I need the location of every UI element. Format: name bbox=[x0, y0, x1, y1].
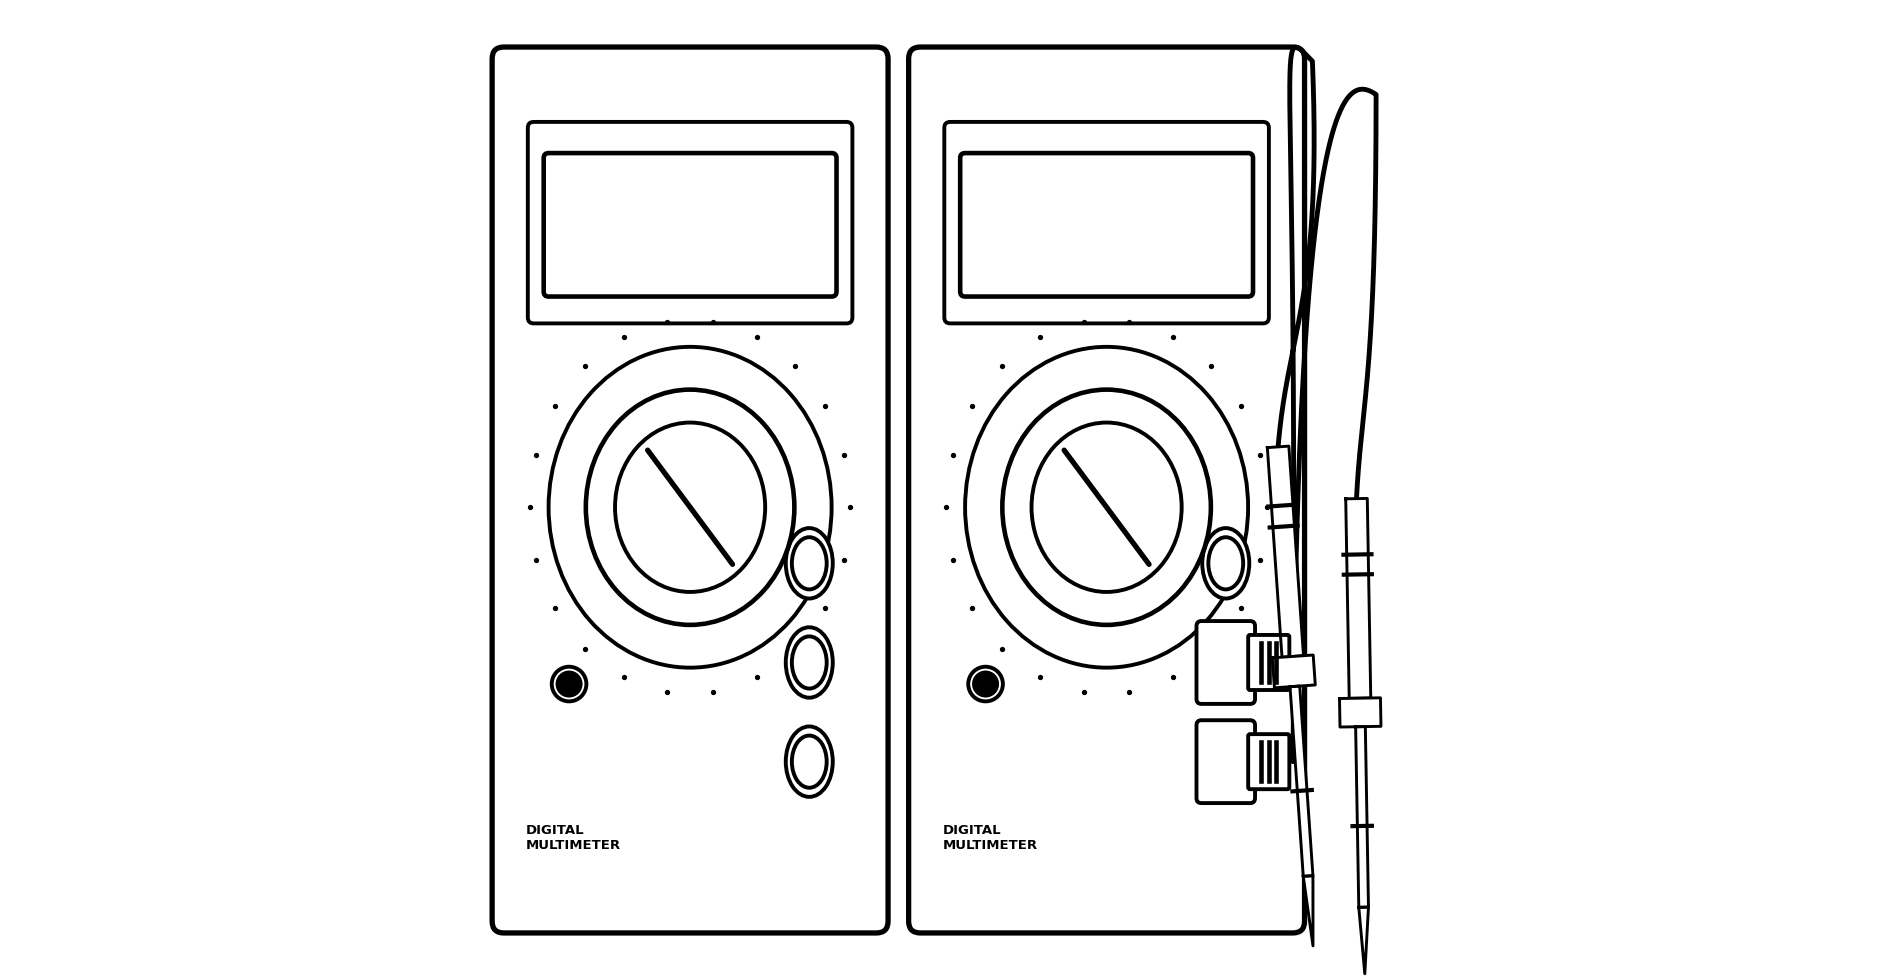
Ellipse shape bbox=[786, 627, 833, 698]
Ellipse shape bbox=[1032, 422, 1183, 592]
FancyBboxPatch shape bbox=[493, 47, 887, 933]
Ellipse shape bbox=[1203, 528, 1250, 599]
Circle shape bbox=[551, 666, 587, 702]
Polygon shape bbox=[1355, 726, 1369, 907]
Circle shape bbox=[968, 666, 1002, 702]
Polygon shape bbox=[1303, 876, 1312, 946]
Polygon shape bbox=[1340, 698, 1382, 727]
Ellipse shape bbox=[786, 726, 833, 797]
FancyBboxPatch shape bbox=[908, 47, 1305, 933]
FancyBboxPatch shape bbox=[1248, 734, 1290, 789]
Polygon shape bbox=[1267, 446, 1303, 658]
FancyBboxPatch shape bbox=[543, 153, 837, 297]
FancyBboxPatch shape bbox=[944, 122, 1269, 323]
Ellipse shape bbox=[791, 736, 827, 788]
Ellipse shape bbox=[1209, 537, 1243, 589]
FancyBboxPatch shape bbox=[1248, 635, 1290, 690]
Polygon shape bbox=[1346, 499, 1371, 699]
Ellipse shape bbox=[587, 390, 795, 625]
Circle shape bbox=[974, 672, 996, 696]
FancyBboxPatch shape bbox=[528, 122, 852, 323]
FancyBboxPatch shape bbox=[961, 153, 1252, 297]
Polygon shape bbox=[1290, 686, 1312, 876]
Ellipse shape bbox=[791, 537, 827, 589]
Ellipse shape bbox=[786, 528, 833, 599]
Ellipse shape bbox=[615, 422, 765, 592]
Ellipse shape bbox=[791, 636, 827, 689]
Ellipse shape bbox=[964, 347, 1248, 667]
Polygon shape bbox=[1359, 907, 1369, 974]
FancyBboxPatch shape bbox=[1196, 720, 1256, 803]
Polygon shape bbox=[1273, 655, 1316, 688]
Ellipse shape bbox=[549, 347, 831, 667]
Ellipse shape bbox=[1002, 390, 1211, 625]
FancyBboxPatch shape bbox=[1196, 621, 1256, 704]
Text: DIGITAL
MULTIMETER: DIGITAL MULTIMETER bbox=[526, 824, 622, 853]
Text: DIGITAL
MULTIMETER: DIGITAL MULTIMETER bbox=[942, 824, 1038, 853]
Circle shape bbox=[558, 672, 581, 696]
